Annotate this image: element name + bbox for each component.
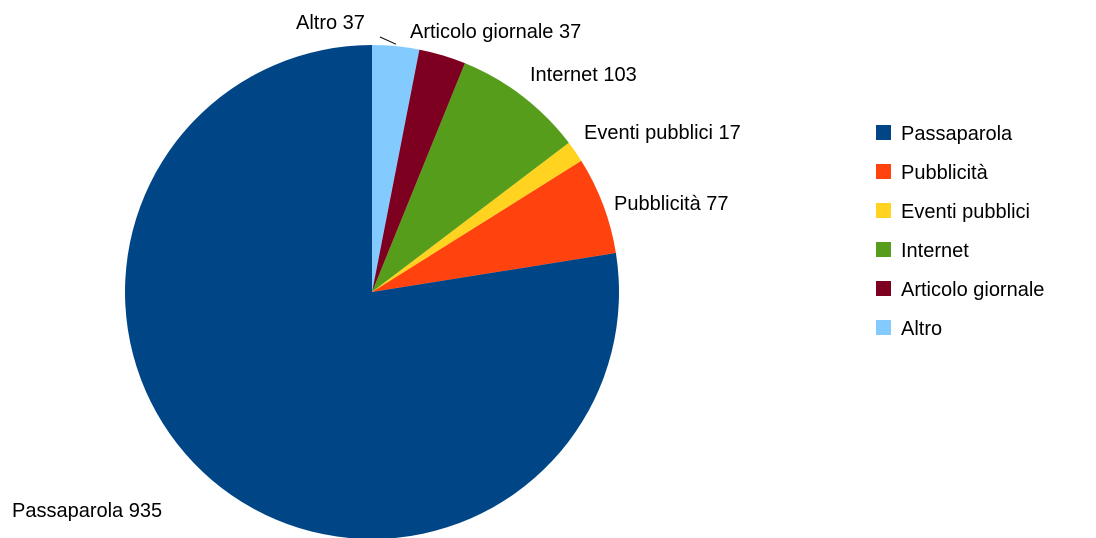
- pie-slice-internet: [372, 63, 569, 292]
- pie-slice-eventi-pubblici: [372, 142, 582, 292]
- legend-label-internet: Internet: [901, 240, 969, 262]
- legend-label-passaparola: Passaparola: [901, 123, 1013, 145]
- legend-swatch-internet: [876, 242, 891, 257]
- pie-slice-passaparola: [125, 45, 619, 538]
- data-label-pubblicita: Pubblicità 77: [614, 193, 729, 215]
- legend-swatch-pubblicita: [876, 164, 891, 179]
- pie-slices: [125, 45, 619, 538]
- leader-line-altro: [379, 36, 397, 45]
- data-label-articolo-giornale: Articolo giornale 37: [410, 21, 581, 43]
- legend-swatch-passaparola: [876, 125, 891, 140]
- legend: Passaparola Pubblicità Eventi pubblici I…: [876, 123, 1044, 340]
- legend-swatch-altro: [876, 320, 891, 335]
- legend-label-eventi-pubblici: Eventi pubblici: [901, 201, 1030, 223]
- data-label-passaparola: Passaparola 935: [12, 500, 162, 522]
- pie-slice-pubblicita: [372, 160, 616, 292]
- legend-label-pubblicita: Pubblicità: [901, 162, 989, 184]
- data-labels: Passaparola 935 Pubblicità 77 Eventi pub…: [12, 12, 741, 522]
- legend-label-altro: Altro: [901, 318, 942, 340]
- label-leader-lines: [379, 36, 397, 45]
- legend-label-articolo-giornale: Articolo giornale: [901, 279, 1044, 301]
- legend-swatch-eventi-pubblici: [876, 203, 891, 218]
- legend-swatch-articolo-giornale: [876, 281, 891, 296]
- data-label-internet: Internet 103: [530, 64, 637, 86]
- data-label-altro: Altro 37: [296, 12, 365, 34]
- pie-slice-altro: [372, 45, 420, 292]
- data-label-eventi-pubblici: Eventi pubblici 17: [584, 122, 741, 144]
- pie-slice-articolo-giornale: [372, 49, 465, 293]
